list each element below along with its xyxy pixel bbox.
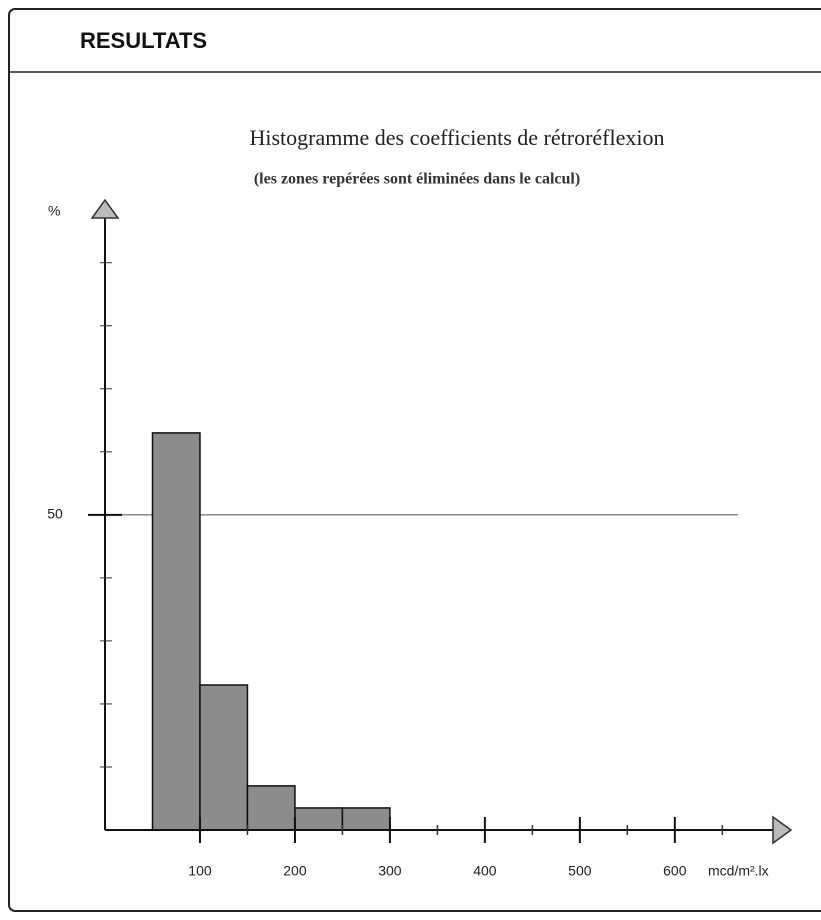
x-tick-label: 200 (283, 863, 307, 879)
y-axis-arrow (90, 198, 120, 219)
x-axis-arrow (772, 815, 793, 845)
x-tick-label: 400 (473, 863, 497, 879)
bar (294, 807, 344, 831)
x-tick-label: 300 (378, 863, 402, 879)
bar (151, 432, 201, 831)
bar (199, 684, 249, 831)
header-title: RESULTATS (80, 28, 207, 53)
x-axis-label: mcd/m².lx (708, 863, 769, 879)
y-axis-label: % (48, 203, 60, 219)
x-tick-label: 500 (568, 863, 592, 879)
bar (341, 807, 391, 831)
x-tick-label: 600 (663, 863, 687, 879)
y-tick-label: 50 (47, 506, 63, 522)
bar (246, 785, 296, 831)
chart-title: Histogramme des coefficients de rétroréf… (250, 125, 665, 150)
chart-subtitle: (les zones repérées sont éliminées dans … (254, 171, 580, 188)
x-tick-label: 100 (188, 863, 212, 879)
